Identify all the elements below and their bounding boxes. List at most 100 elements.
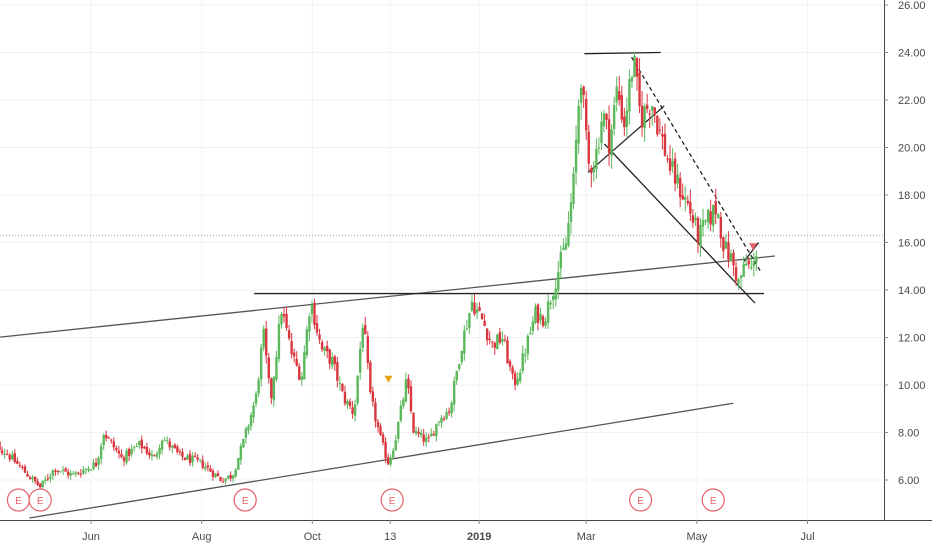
candle-body: [699, 224, 702, 247]
signal-triangle-marker: [384, 375, 393, 383]
candle-body: [518, 372, 522, 382]
candle-body: [445, 411, 448, 419]
candle-body: [348, 401, 352, 407]
candle-body: [722, 236, 725, 252]
candle-body: [404, 379, 408, 402]
candle-body: [701, 220, 705, 227]
candle-body: [315, 323, 319, 333]
candle-body: [150, 454, 154, 457]
candle-body: [267, 357, 270, 379]
candle-body: [282, 314, 286, 317]
candle-body: [437, 421, 441, 423]
candle-body: [331, 357, 334, 366]
candle-body: [470, 301, 474, 311]
candle-body: [691, 215, 695, 223]
earnings-label: E: [37, 496, 44, 507]
candle-body: [234, 469, 237, 477]
candle-body: [36, 481, 39, 486]
candle-body: [374, 402, 377, 422]
candle-body: [653, 107, 656, 115]
y-tick-label: 6.00: [898, 475, 919, 487]
candle-body: [412, 412, 415, 433]
candle-body: [168, 441, 171, 448]
candle-body: [59, 471, 62, 473]
candle-body: [257, 379, 260, 394]
candle-body: [483, 320, 486, 327]
candle-body: [8, 454, 11, 460]
candle-body: [99, 446, 103, 459]
candle-body: [534, 306, 537, 323]
candle-body: [689, 201, 692, 214]
candle-body: [678, 178, 682, 198]
time-axis[interactable]: Jun Aug Oct 13 2019 Mar May Jul: [82, 520, 815, 543]
candle-body: [739, 275, 743, 279]
x-tick-label: May: [686, 531, 707, 543]
candle-body: [737, 279, 740, 284]
candle-body: [496, 334, 499, 350]
candle-body: [353, 404, 357, 416]
x-tick-label: 2019: [467, 531, 491, 543]
candle-body: [28, 477, 32, 479]
candle-body: [115, 448, 118, 451]
candle-body: [94, 462, 98, 467]
candle-body: [214, 473, 217, 478]
candle-body: [541, 316, 545, 326]
y-tick-label: 26.00: [898, 0, 926, 12]
candle-body: [734, 267, 738, 281]
candle-body: [673, 158, 677, 184]
x-tick-label: Aug: [192, 531, 212, 543]
candle-body: [582, 86, 585, 95]
candle-body: [122, 457, 126, 462]
candle-body: [171, 445, 174, 448]
candle-body: [605, 113, 608, 120]
price-axis[interactable]: 6.00 8.00 10.00 12.00 14.00 16.00 18.00 20.00 22…: [884, 0, 926, 487]
candle-body: [366, 336, 370, 363]
candle-body: [160, 440, 164, 450]
candle-body: [105, 435, 108, 439]
candle-body: [615, 86, 618, 103]
candle-body: [72, 473, 75, 475]
candle-body: [193, 455, 197, 457]
candle-body: [232, 475, 235, 479]
candle-body: [183, 457, 187, 460]
candle-body: [173, 444, 177, 449]
candle-body: [148, 452, 151, 456]
signal-triangle-marker: [749, 243, 758, 251]
candle-body: [498, 332, 502, 343]
candle-body: [18, 465, 22, 467]
candle-body: [521, 353, 524, 371]
candle-body: [595, 149, 598, 169]
candle-body: [516, 378, 519, 385]
candle-body: [216, 473, 220, 477]
candle-body: [298, 366, 301, 380]
candle-body: [13, 453, 17, 463]
candle-body: [379, 426, 382, 435]
candle-body: [242, 438, 245, 448]
candle-body: [117, 450, 121, 454]
candle-body: [287, 330, 291, 339]
candle-body: [163, 440, 166, 442]
candle-body: [74, 472, 77, 474]
candle-body: [645, 104, 649, 109]
candle-body: [31, 477, 34, 479]
x-tick-label: Mar: [577, 531, 596, 543]
earnings-label: E: [637, 496, 644, 507]
candle-body: [158, 448, 161, 455]
candle-body: [143, 446, 146, 449]
candle-body: [717, 214, 720, 218]
candle-body: [77, 472, 80, 474]
candle-body: [623, 116, 626, 128]
candle-body: [209, 468, 212, 472]
candle-body: [676, 174, 679, 184]
candle-body: [23, 466, 27, 473]
candle-body: [325, 345, 329, 352]
candle-body: [620, 95, 623, 120]
candle-body: [612, 105, 616, 130]
candle-body: [66, 471, 70, 476]
earnings-label: E: [242, 496, 249, 507]
candle-body: [414, 430, 418, 434]
candle-body: [640, 105, 644, 128]
candle-body: [358, 348, 362, 373]
candle-body: [475, 309, 479, 313]
